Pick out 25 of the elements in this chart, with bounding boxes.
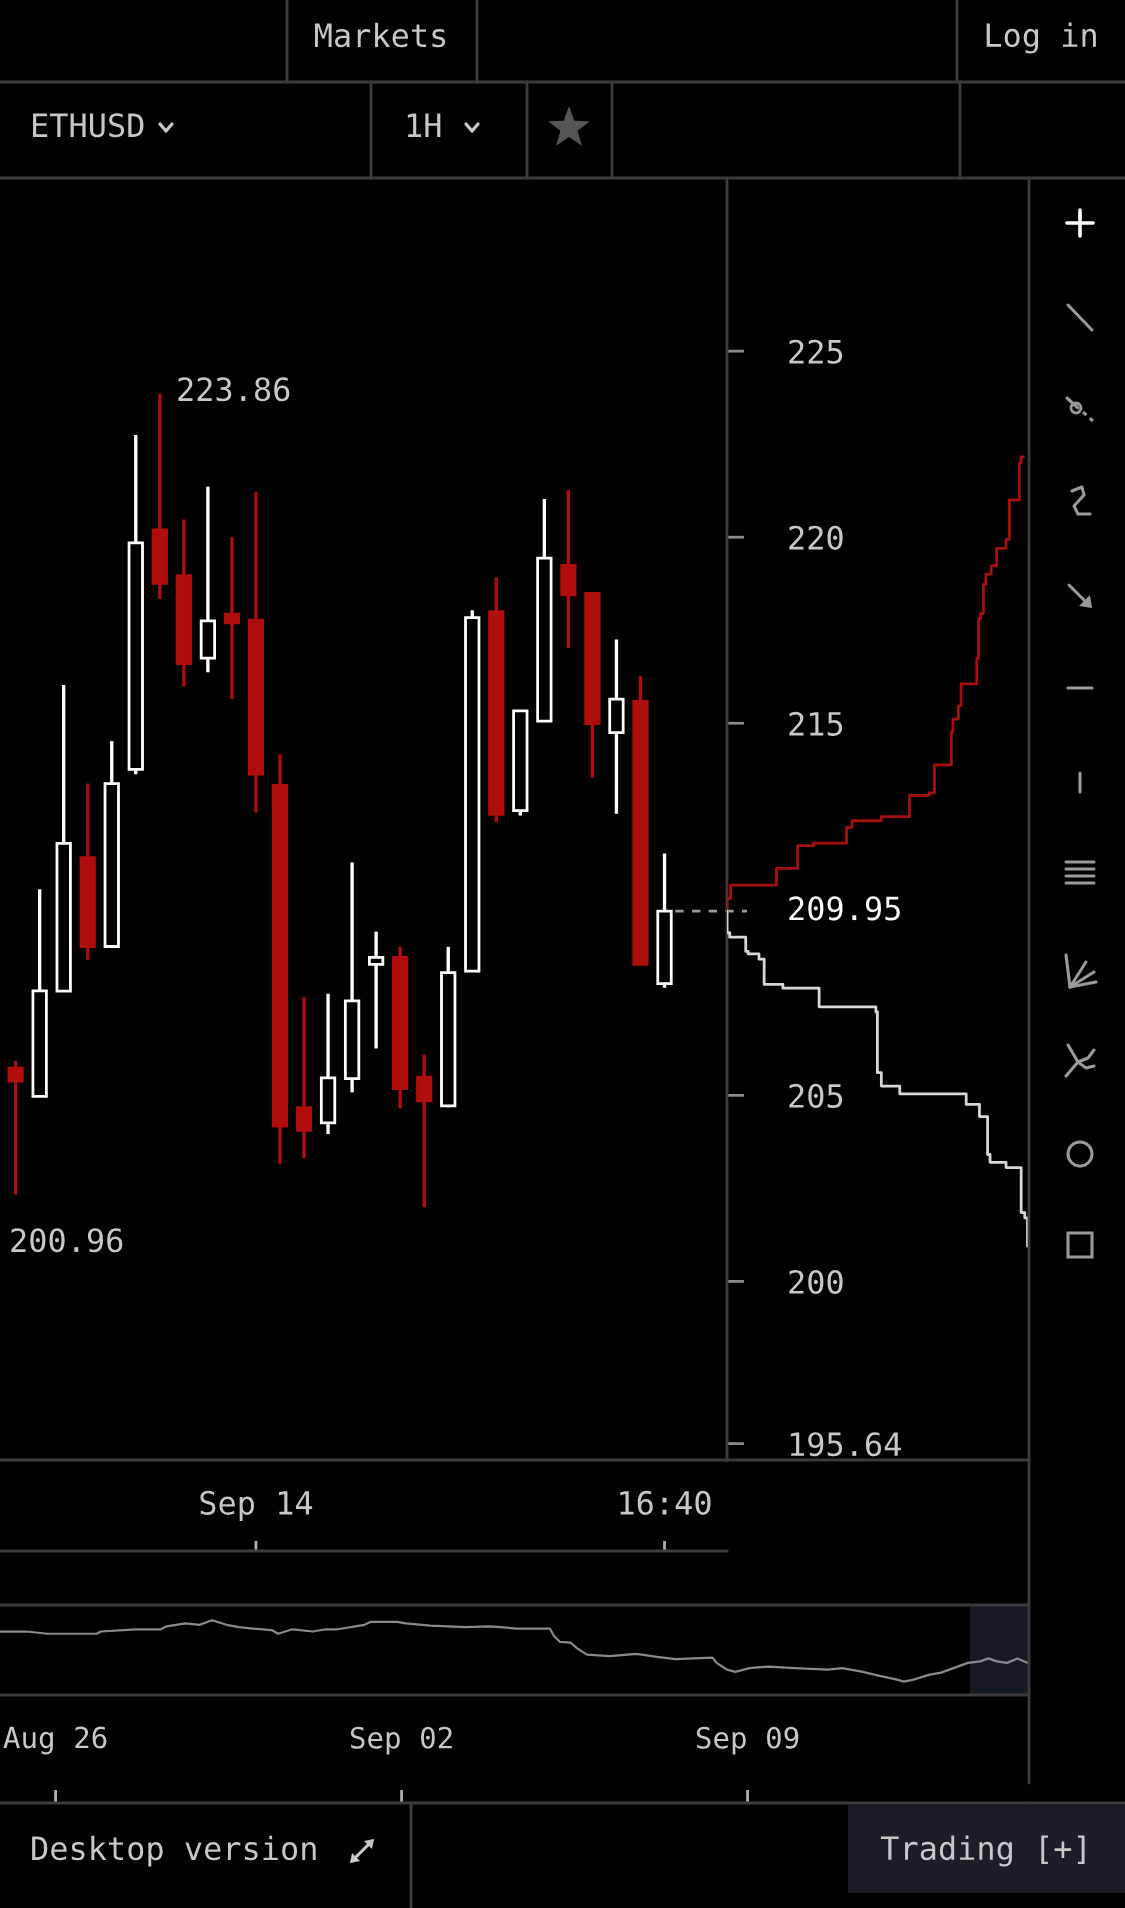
y-tick-label: 200 — [789, 1269, 843, 1295]
text: Log in — [986, 22, 1096, 54]
annotation: 200.96 — [11, 1228, 123, 1253]
chart-title: ETHUSD — [33, 113, 144, 138]
y-tick-label: 225 — [789, 339, 843, 364]
x-tick-label: 16:40 — [620, 1490, 711, 1515]
candlestick — [368, 931, 385, 1049]
candlestick — [7, 1061, 24, 1195]
chart-subtitle: 1H — [407, 113, 441, 137]
y-tick-label: 195.64 — [790, 1432, 901, 1457]
annotation: 223.86 — [178, 377, 290, 402]
candlestick — [223, 537, 241, 701]
x-tick-label: Sep 14 — [200, 1490, 313, 1522]
y-tick-label: 220 — [789, 525, 843, 550]
text: Trading [+] — [880, 1835, 1085, 1867]
text: Desktop version — [32, 1835, 316, 1867]
x-tick-label: Sep 02 — [350, 1726, 452, 1755]
ref-line-label: 209.95 — [789, 896, 900, 921]
text: Markets — [315, 22, 446, 48]
candlestick — [295, 997, 313, 1159]
x-tick-label: Sep 09 — [696, 1726, 799, 1755]
y-tick-label: 205 — [789, 1083, 843, 1109]
candlestick — [416, 1054, 433, 1208]
y-tick-label: 215 — [789, 711, 843, 736]
x-tick-label: Aug 26 — [3, 1726, 107, 1755]
